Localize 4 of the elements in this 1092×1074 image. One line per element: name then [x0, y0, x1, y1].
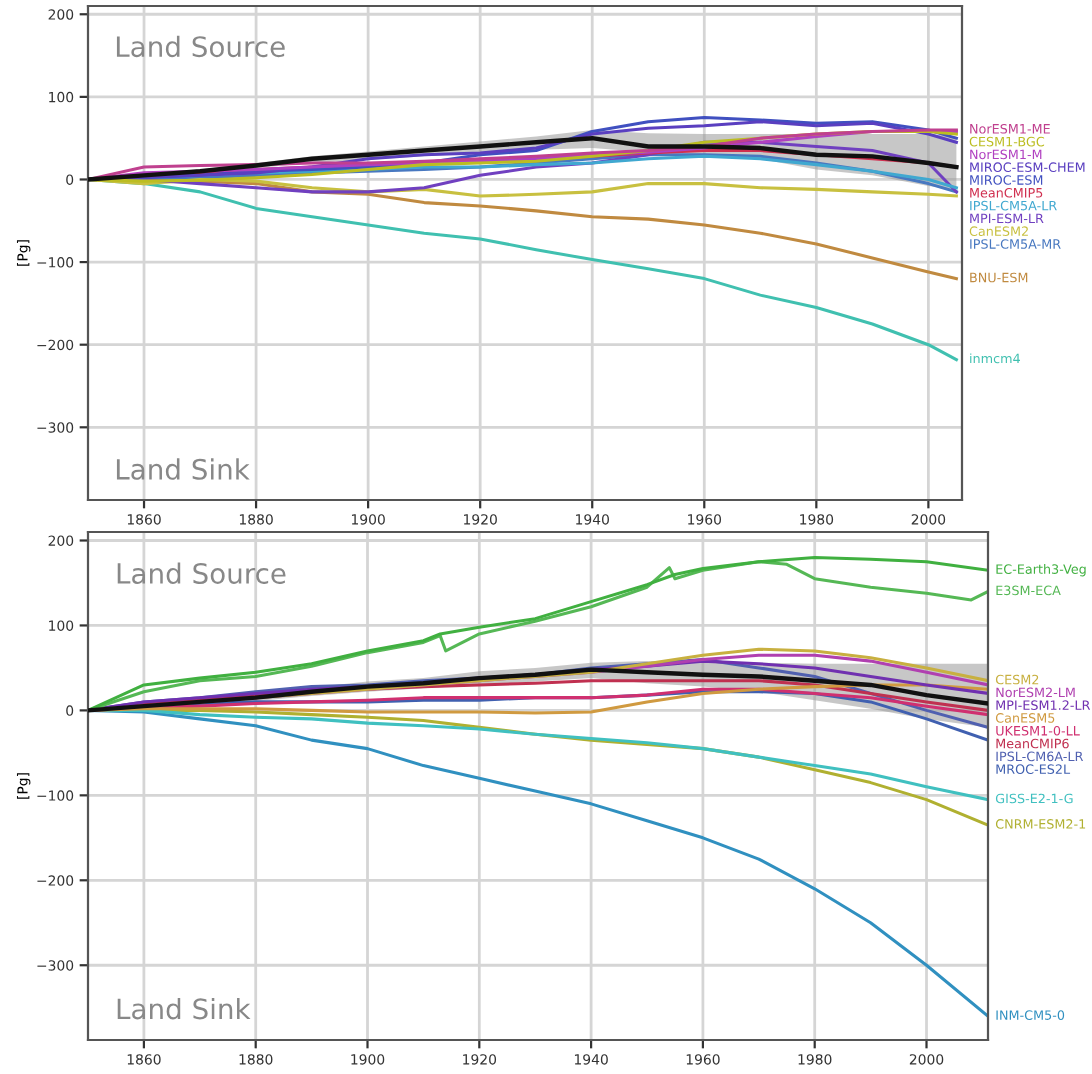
annotation: Land Sink: [117, 997, 251, 1020]
annotation: Land Sink: [116, 458, 250, 480]
annotation: Land Source: [117, 562, 286, 584]
annotation: Land Source: [116, 35, 285, 58]
